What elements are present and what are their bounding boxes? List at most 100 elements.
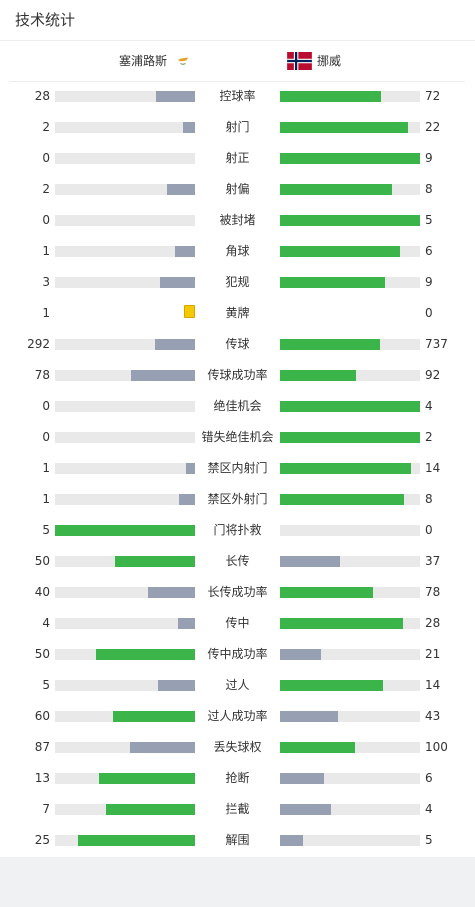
stat-label: 传中 [225,616,250,630]
away-value: 8 [425,492,433,506]
stat-row: 78 传球成功率 92 [0,360,475,391]
away-bar-fill [280,618,403,629]
stat-label: 传中成功率 [207,647,268,661]
home-bar-track [55,153,195,164]
home-value: 13 [34,771,50,785]
stat-label: 控球率 [219,89,256,103]
away-value: 100 [425,740,448,754]
away-bar-track [280,494,420,505]
away-bar-fill [280,339,381,350]
home-value: 1 [42,492,50,506]
stats-panel: 技术统计 塞浦路斯 挪威 28 控球率 72 2 射门 22 0 射正 9 2 射偏 8 0 被封堵 5 1 角… [0,0,475,857]
home-bar-track [55,556,195,567]
stat-label: 射门 [225,120,250,134]
away-bar-track [280,587,420,598]
home-bar-fill [129,742,195,753]
home-value: 5 [42,523,50,537]
away-bar-fill [280,556,340,567]
home-bar-track [55,680,195,691]
stat-row: 7 拦截 4 [0,794,475,825]
home-value: 292 [27,337,50,351]
home-bar-fill [167,184,195,195]
home-bar-fill [185,463,195,474]
stat-label: 长传 [225,554,250,568]
away-value: 5 [425,213,433,227]
home-bar-track [55,246,195,257]
home-value: 0 [42,213,50,227]
away-bar-track [280,153,420,164]
home-bar-track [55,742,195,753]
away-bar-track [280,742,420,753]
stat-row: 0 射正 9 [0,143,475,174]
away-value: 6 [425,244,433,258]
stat-row: 2 射门 22 [0,112,475,143]
stat-row: 25 解围 5 [0,825,475,856]
away-bar-track [280,711,420,722]
stat-row: 50 长传 37 [0,546,475,577]
away-value: 72 [425,89,441,103]
stat-row: 1 禁区内射门 14 [0,453,475,484]
away-bar-track [280,277,420,288]
home-bar-fill [175,246,195,257]
home-value: 1 [42,461,50,475]
away-value: 37 [425,554,441,568]
stat-row: 3 犯规 9 [0,267,475,298]
away-value: 22 [425,120,441,134]
home-value: 40 [34,585,50,599]
stat-label: 传球成功率 [207,368,268,382]
home-value: 87 [34,740,50,754]
stat-row: 5 过人 14 [0,670,475,701]
home-bar-fill [99,773,195,784]
home-bar-fill [179,494,195,505]
home-value: 60 [34,709,50,723]
home-bar-fill [105,804,195,815]
stat-label: 门将扑救 [213,523,262,537]
home-bar-track [55,370,195,381]
home-bar-track [55,432,195,443]
away-bar-track [280,649,420,660]
away-bar-fill [280,835,304,846]
away-bar-fill [280,680,384,691]
home-bar-track [55,835,195,846]
stat-label: 被封堵 [219,213,256,227]
away-bar-fill [280,494,405,505]
away-bar-fill [280,277,385,288]
away-bar-track [280,215,420,226]
home-bar-fill [155,91,195,102]
stat-label: 角球 [225,244,250,258]
home-bar-fill [114,556,195,567]
away-value: 6 [425,771,433,785]
away-bar-track [280,463,420,474]
home-bar-track [55,463,195,474]
home-value: 7 [42,802,50,816]
away-bar-fill [280,153,420,164]
stat-label: 过人成功率 [207,709,268,723]
stat-label: 过人 [225,678,250,692]
away-value: 78 [425,585,441,599]
stat-row: 60 过人成功率 43 [0,701,475,732]
away-team-name: 挪威 [317,54,342,68]
home-bar-track [55,618,195,629]
home-bar-track [55,587,195,598]
home-bar-track [55,339,195,350]
stat-label: 抢断 [225,771,250,785]
stat-row: 50 传中成功率 21 [0,639,475,670]
home-bar-track [55,649,195,660]
away-bar-fill [280,711,339,722]
stat-label: 射偏 [225,182,250,196]
away-value: 4 [425,802,433,816]
home-value: 3 [42,275,50,289]
stat-label: 绝佳机会 [213,399,262,413]
home-value: 78 [34,368,50,382]
away-bar-fill [280,804,331,815]
home-value: 50 [34,554,50,568]
stat-row: 1 角球 6 [0,236,475,267]
away-bar-fill [280,184,392,195]
away-bar-track [280,432,420,443]
stat-row: 28 控球率 72 [0,81,475,112]
home-bar-fill [177,618,195,629]
away-bar-track [280,370,420,381]
home-bar-fill [55,525,195,536]
stat-row: 0 绝佳机会 4 [0,391,475,422]
away-value: 2 [425,430,433,444]
